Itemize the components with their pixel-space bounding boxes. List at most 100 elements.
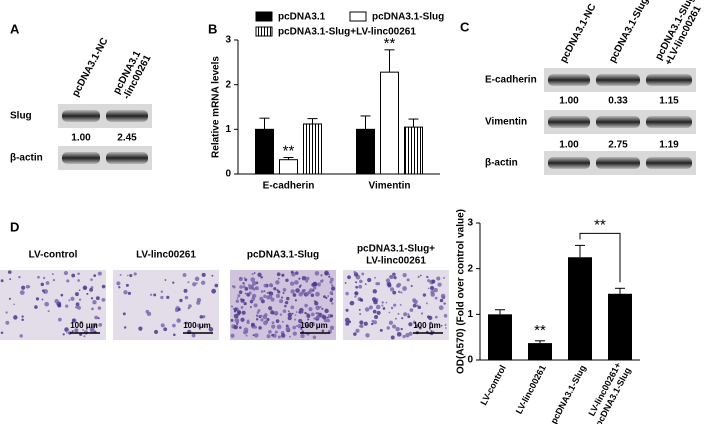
cell xyxy=(284,304,287,308)
cell xyxy=(86,292,89,295)
cell xyxy=(323,295,326,299)
cell xyxy=(326,318,331,323)
cell xyxy=(52,278,56,282)
cell xyxy=(18,275,21,279)
cell xyxy=(353,270,356,274)
cell xyxy=(292,331,297,336)
cell xyxy=(287,316,292,321)
cell xyxy=(276,272,281,277)
cell xyxy=(95,296,100,301)
cell xyxy=(245,334,248,337)
cell xyxy=(430,289,435,295)
bar xyxy=(568,257,592,360)
cell xyxy=(201,272,206,277)
cell xyxy=(101,284,106,289)
cell xyxy=(19,290,25,295)
cell xyxy=(305,324,310,328)
cell xyxy=(294,314,297,317)
cell xyxy=(21,318,24,321)
cell xyxy=(65,304,69,308)
cell xyxy=(183,288,188,293)
cell xyxy=(285,278,289,283)
cell xyxy=(138,326,143,331)
cell xyxy=(253,272,256,274)
cell xyxy=(93,274,97,278)
cell xyxy=(43,291,45,294)
cell xyxy=(372,289,377,294)
cell xyxy=(41,298,44,301)
cell xyxy=(397,312,400,315)
cell xyxy=(37,275,40,279)
cell xyxy=(66,279,70,283)
blot-band xyxy=(548,74,590,86)
cell xyxy=(166,295,170,299)
bar xyxy=(380,71,399,175)
cell xyxy=(281,274,284,277)
cell xyxy=(153,293,157,297)
cell xyxy=(173,333,176,337)
cell xyxy=(282,288,287,292)
cell xyxy=(236,297,239,299)
x-tick-label: pcDNA3.1-Slug xyxy=(549,363,588,424)
cell xyxy=(294,299,298,302)
cell xyxy=(347,275,351,280)
cell xyxy=(214,283,219,288)
y-tick-label: 1 xyxy=(467,309,473,320)
bar xyxy=(488,314,512,360)
cell xyxy=(251,297,256,301)
cell xyxy=(249,306,252,308)
bar xyxy=(404,126,423,175)
cell xyxy=(195,282,198,285)
cell xyxy=(200,280,206,285)
cell xyxy=(433,287,438,293)
cell xyxy=(402,334,406,339)
cell xyxy=(381,301,384,304)
cell xyxy=(305,279,309,283)
cell xyxy=(98,323,103,327)
cell xyxy=(263,320,268,326)
cell xyxy=(123,326,127,329)
cell xyxy=(202,315,206,319)
cell xyxy=(345,308,349,312)
cell xyxy=(312,321,315,324)
cell xyxy=(187,281,190,284)
cell xyxy=(234,318,240,323)
cell xyxy=(401,317,404,320)
cell xyxy=(430,330,433,332)
cell xyxy=(315,315,320,320)
x-tick-label: LV-linc00261 xyxy=(514,363,548,415)
cell xyxy=(397,290,401,294)
cell xyxy=(271,324,276,329)
cell xyxy=(196,323,201,328)
cell xyxy=(255,318,259,321)
y-tick-label: 3 xyxy=(467,218,473,229)
legend-label: pcDNA3.1 xyxy=(278,12,326,23)
cell xyxy=(373,299,378,305)
cell xyxy=(328,273,331,276)
cell xyxy=(63,270,69,276)
cell xyxy=(275,280,280,285)
cell xyxy=(271,321,275,325)
cell xyxy=(330,277,334,282)
cell xyxy=(8,297,11,300)
cell xyxy=(122,312,126,316)
cell xyxy=(408,322,413,327)
cell xyxy=(260,318,264,322)
cell xyxy=(268,330,272,334)
legend-swatch xyxy=(255,26,273,37)
cell xyxy=(258,326,262,330)
cell xyxy=(355,281,358,284)
cell xyxy=(407,315,411,319)
band-value: 1.00 xyxy=(559,140,579,151)
cell xyxy=(5,320,10,325)
cell xyxy=(438,305,444,311)
y-tick-label: 2 xyxy=(225,79,231,90)
cell xyxy=(298,277,301,280)
cell xyxy=(184,295,189,300)
cell xyxy=(92,324,96,328)
cell xyxy=(298,310,302,314)
cell xyxy=(440,324,443,327)
bar xyxy=(279,159,298,175)
cell xyxy=(44,301,50,307)
cell xyxy=(306,314,311,318)
